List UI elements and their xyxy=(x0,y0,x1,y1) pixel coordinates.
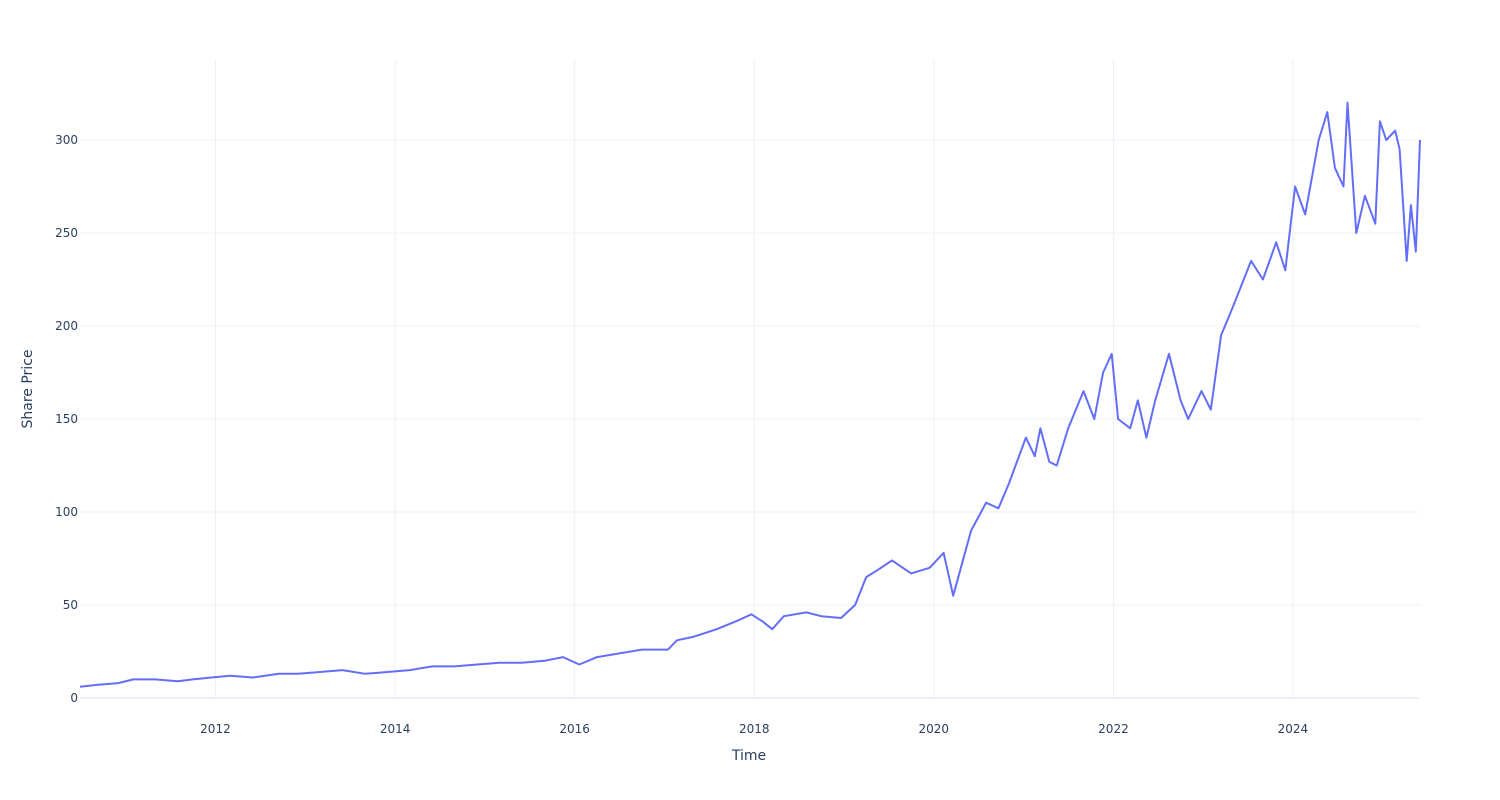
y-tick-label: 200 xyxy=(55,319,78,333)
y-tick-label: 100 xyxy=(55,505,78,519)
y-tick-label: 50 xyxy=(63,598,78,612)
x-tick-label: 2016 xyxy=(559,722,590,736)
y-tick-label: 250 xyxy=(55,226,78,240)
share-price-line xyxy=(79,101,1421,688)
y-axis-title: Share Price xyxy=(20,349,36,428)
y-tick-label: 0 xyxy=(70,691,78,705)
x-tick-label: 2024 xyxy=(1278,722,1309,736)
y-tick-label: 300 xyxy=(55,133,78,147)
y-tick-label: 150 xyxy=(55,412,78,426)
grid-layer xyxy=(80,60,1420,699)
x-tick-label: 2020 xyxy=(918,722,949,736)
x-tick-label: 2018 xyxy=(739,722,770,736)
x-tick-label: 2022 xyxy=(1098,722,1129,736)
x-tick-label: 2014 xyxy=(380,722,411,736)
x-axis-title: Time xyxy=(731,748,766,764)
series-layer xyxy=(79,101,1421,688)
tick-label-layer: 0 50 100 150 200 250 300 2012 2014 2016 2018 2020 20… xyxy=(55,133,1308,736)
x-tick-label: 2012 xyxy=(200,722,231,736)
